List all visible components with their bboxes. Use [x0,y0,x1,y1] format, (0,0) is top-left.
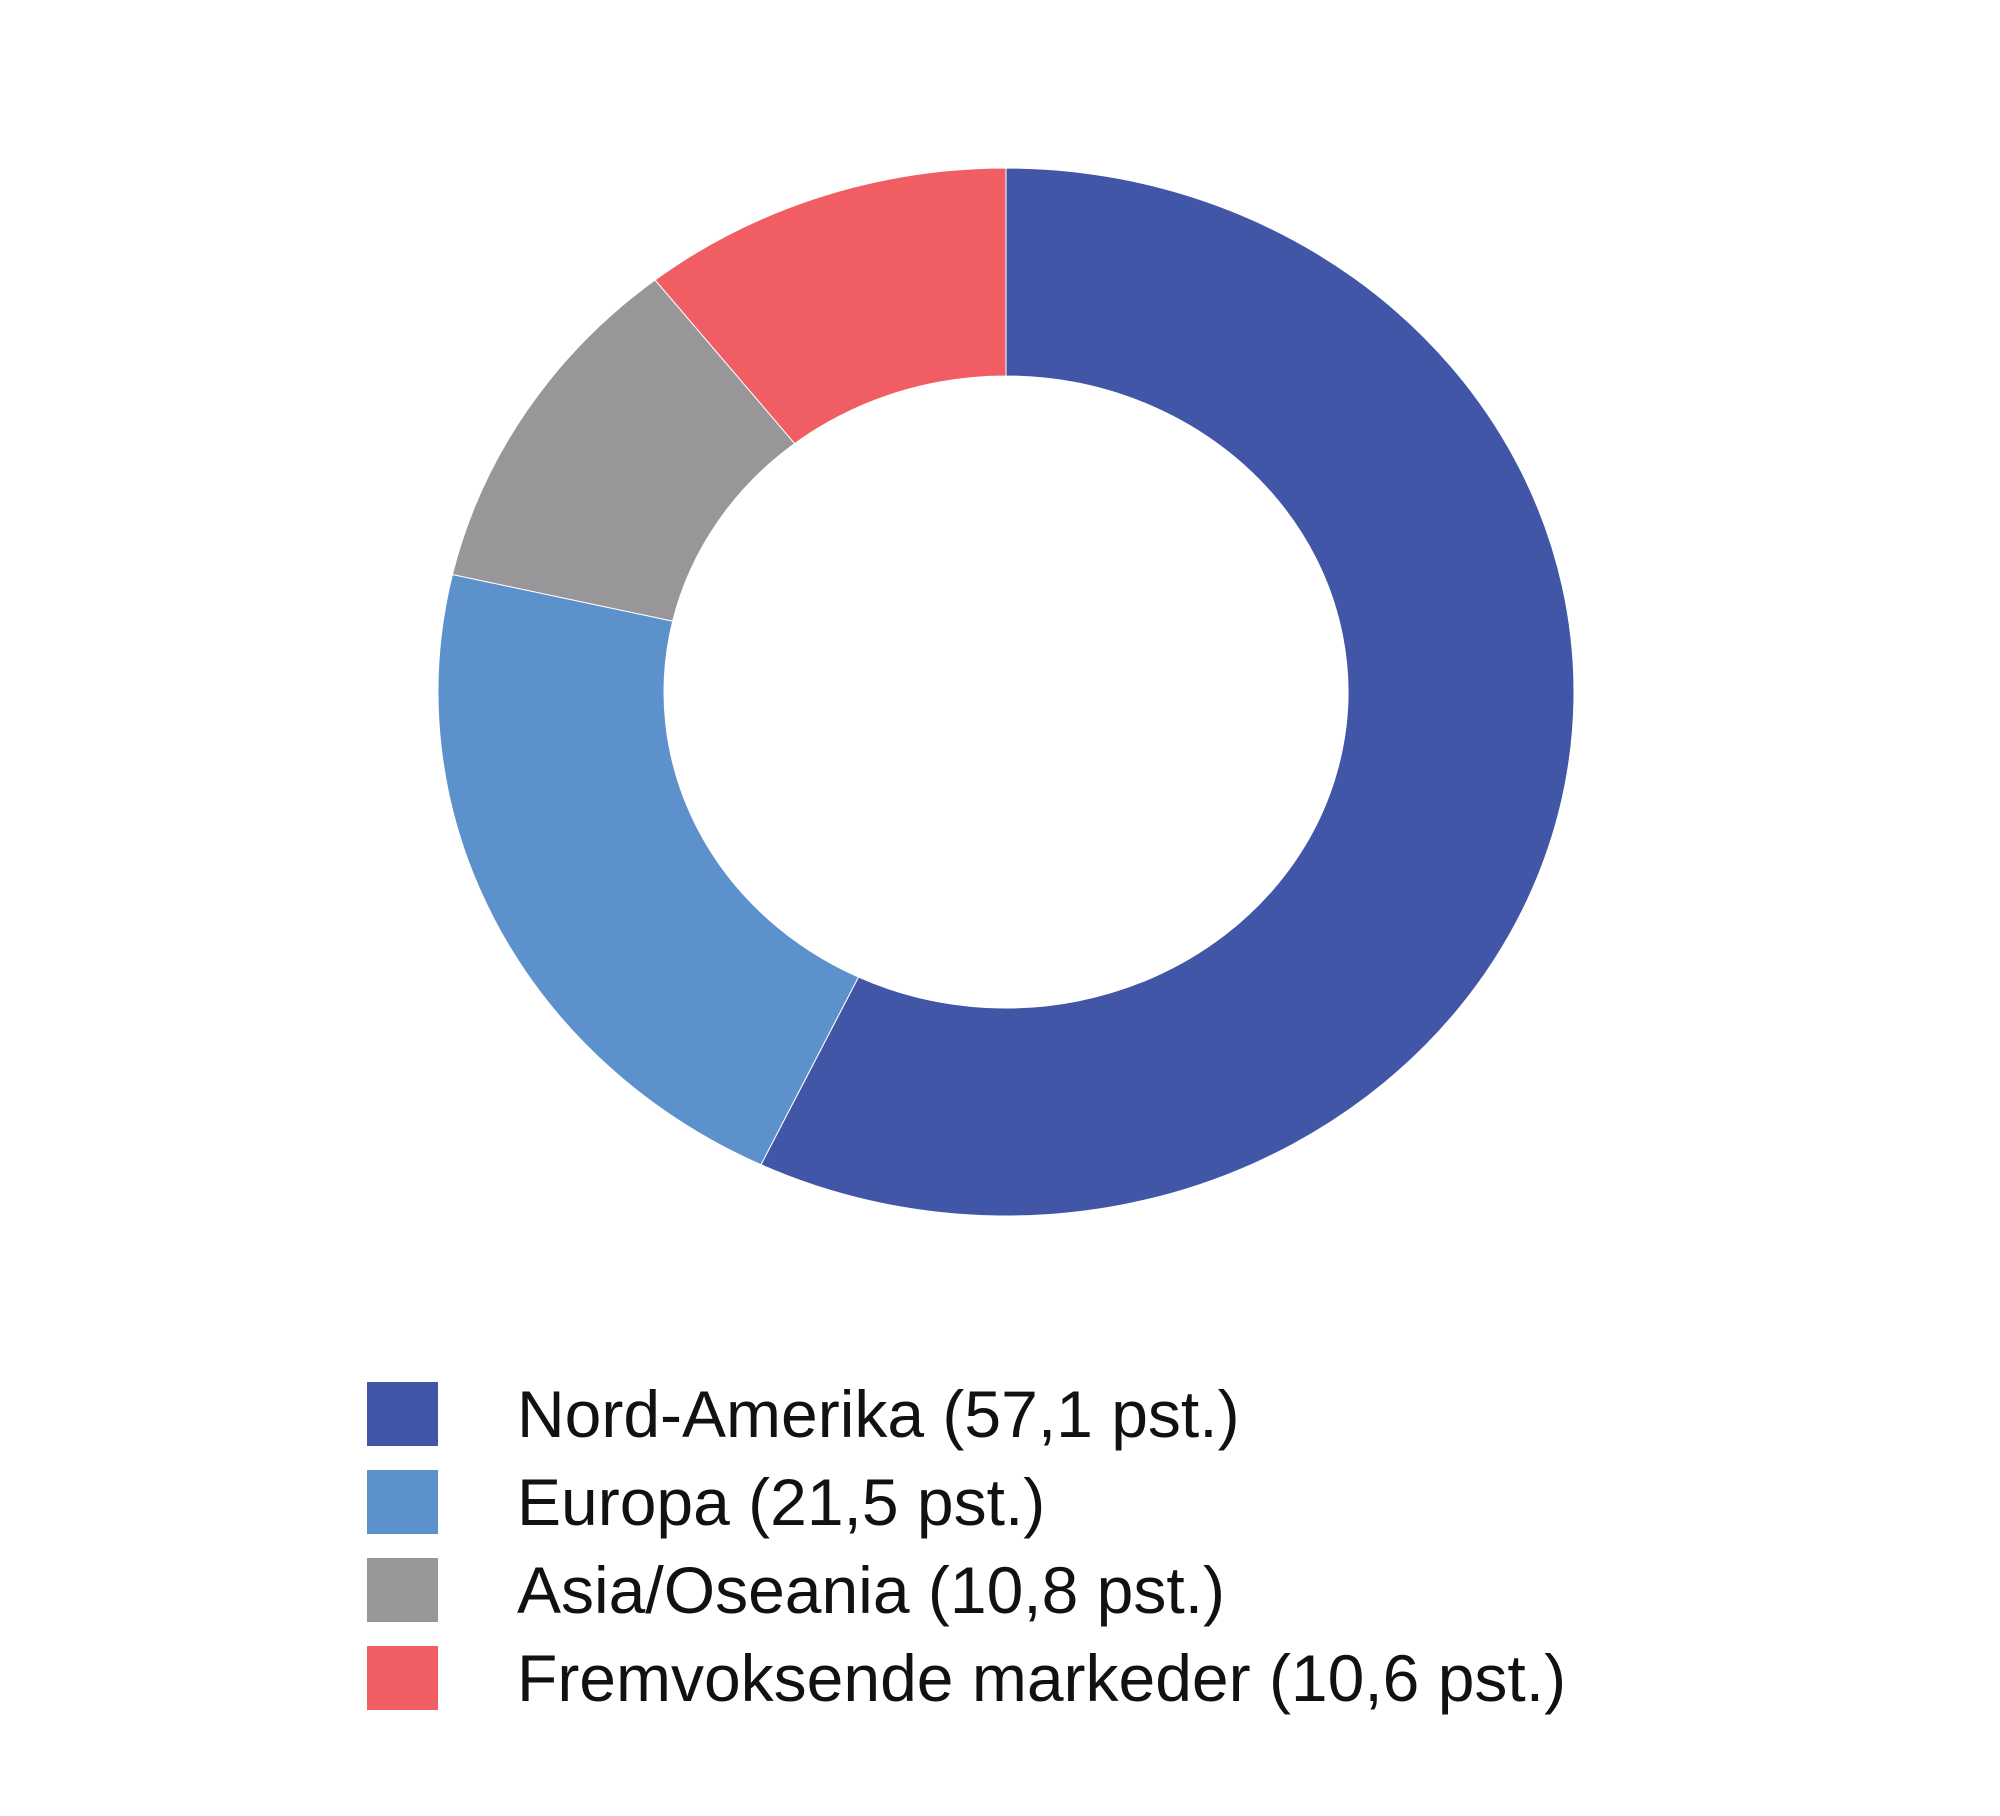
legend-label-europa: Europa (21,5 pst.) [517,1465,1046,1539]
donut-slices [437,167,1575,1217]
legend-swatch-nord-amerika [367,1382,438,1446]
legend-label-nord-amerika: Nord-Amerika (57,1 pst.) [517,1377,1240,1451]
legend-label-fremvoksende-markeder: Fremvoksende markeder (10,6 pst.) [517,1641,1567,1715]
legend-label-asia-oseania: Asia/Oseania (10,8 pst.) [517,1553,1226,1627]
slice-europa [437,573,860,1166]
legend-swatch-europa [367,1470,438,1534]
slice-fremvoksende-markeder [654,167,1007,445]
legend-swatch-asia-oseania [367,1558,438,1622]
legend-swatch-fremvoksende-markeder [367,1646,438,1710]
slice-nord-amerika [760,167,1575,1217]
